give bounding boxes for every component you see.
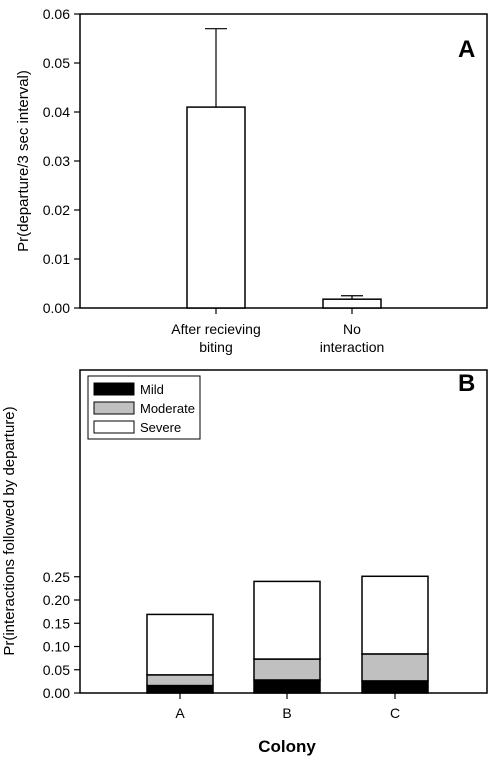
x-tick-label-line: interaction [320,339,385,355]
panel-b-x-axis: A B C [175,693,400,721]
y-tick-label: 0.04 [43,104,70,120]
x-tick-label: C [390,705,400,721]
y-tick-label: 0.00 [43,300,70,316]
x-tick-label-line: biting [199,339,232,355]
panel-a-plot-frame [79,13,488,309]
bar-segment-mild [253,679,321,694]
bar-segment-moderate [361,653,429,682]
x-tick-label: After recieving biting [171,321,260,355]
legend-label: Severe [140,420,181,435]
panel-b: 0.00 0.05 0.10 0.15 0.20 0.25 A B C B Pr(intera… [1,369,488,756]
panel-b-y-axis-title: Pr(interactions followed by departure) [1,406,18,655]
y-tick-label: 0.05 [43,55,70,71]
panel-a-y-axis: 0.00 0.01 0.02 0.03 0.04 0.05 0.06 [43,6,80,316]
y-tick-label: 0.20 [43,592,70,608]
panel-b-x-axis-title: Colony [258,737,316,756]
x-tick-label: A [175,705,185,721]
legend-swatch [93,382,135,396]
x-tick-label-line: After recieving [171,321,260,337]
y-tick-label: 0.10 [43,639,70,655]
bar-segment-moderate [146,674,214,687]
panel-b-letter: B [458,370,475,397]
bar-segment-severe [253,580,321,660]
y-tick-label: 0.00 [43,685,70,701]
bar-segment-mild [146,684,214,694]
legend-label: Moderate [140,401,195,416]
x-tick-label: B [282,705,291,721]
x-tick-label: No interaction [320,321,385,355]
panel-b-bars [146,575,429,694]
y-tick-label: 0.01 [43,251,70,267]
panel-a-y-axis-title: Pr(departure/3 sec interval) [15,70,32,252]
y-tick-label: 0.15 [43,615,70,631]
bar-segment-mild [361,680,429,694]
panel-a: 0.00 0.01 0.02 0.03 0.04 0.05 0.06 After recie… [15,6,488,355]
panel-a-x-axis: After recieving biting No interaction [171,308,384,355]
panel-a-bars [186,28,382,309]
y-tick-label: 0.25 [43,569,70,585]
bar-segment-moderate [253,658,321,681]
panel-a-letter: A [458,36,475,63]
x-tick-label-line: No [343,321,361,337]
legend-swatch [93,420,135,434]
legend-swatch [93,401,135,415]
panel-b-legend: Mild Moderate Severe [87,375,201,440]
bar [186,106,246,309]
y-tick-label: 0.06 [43,6,70,22]
y-tick-label: 0.05 [43,662,70,678]
bar-segment-severe [146,613,214,676]
y-tick-label: 0.03 [43,153,70,169]
legend-label: Mild [140,382,164,397]
y-tick-label: 0.02 [43,202,70,218]
panel-b-y-axis: 0.00 0.05 0.10 0.15 0.20 0.25 [43,569,80,701]
bar [322,298,382,309]
bar-segment-severe [361,575,429,655]
